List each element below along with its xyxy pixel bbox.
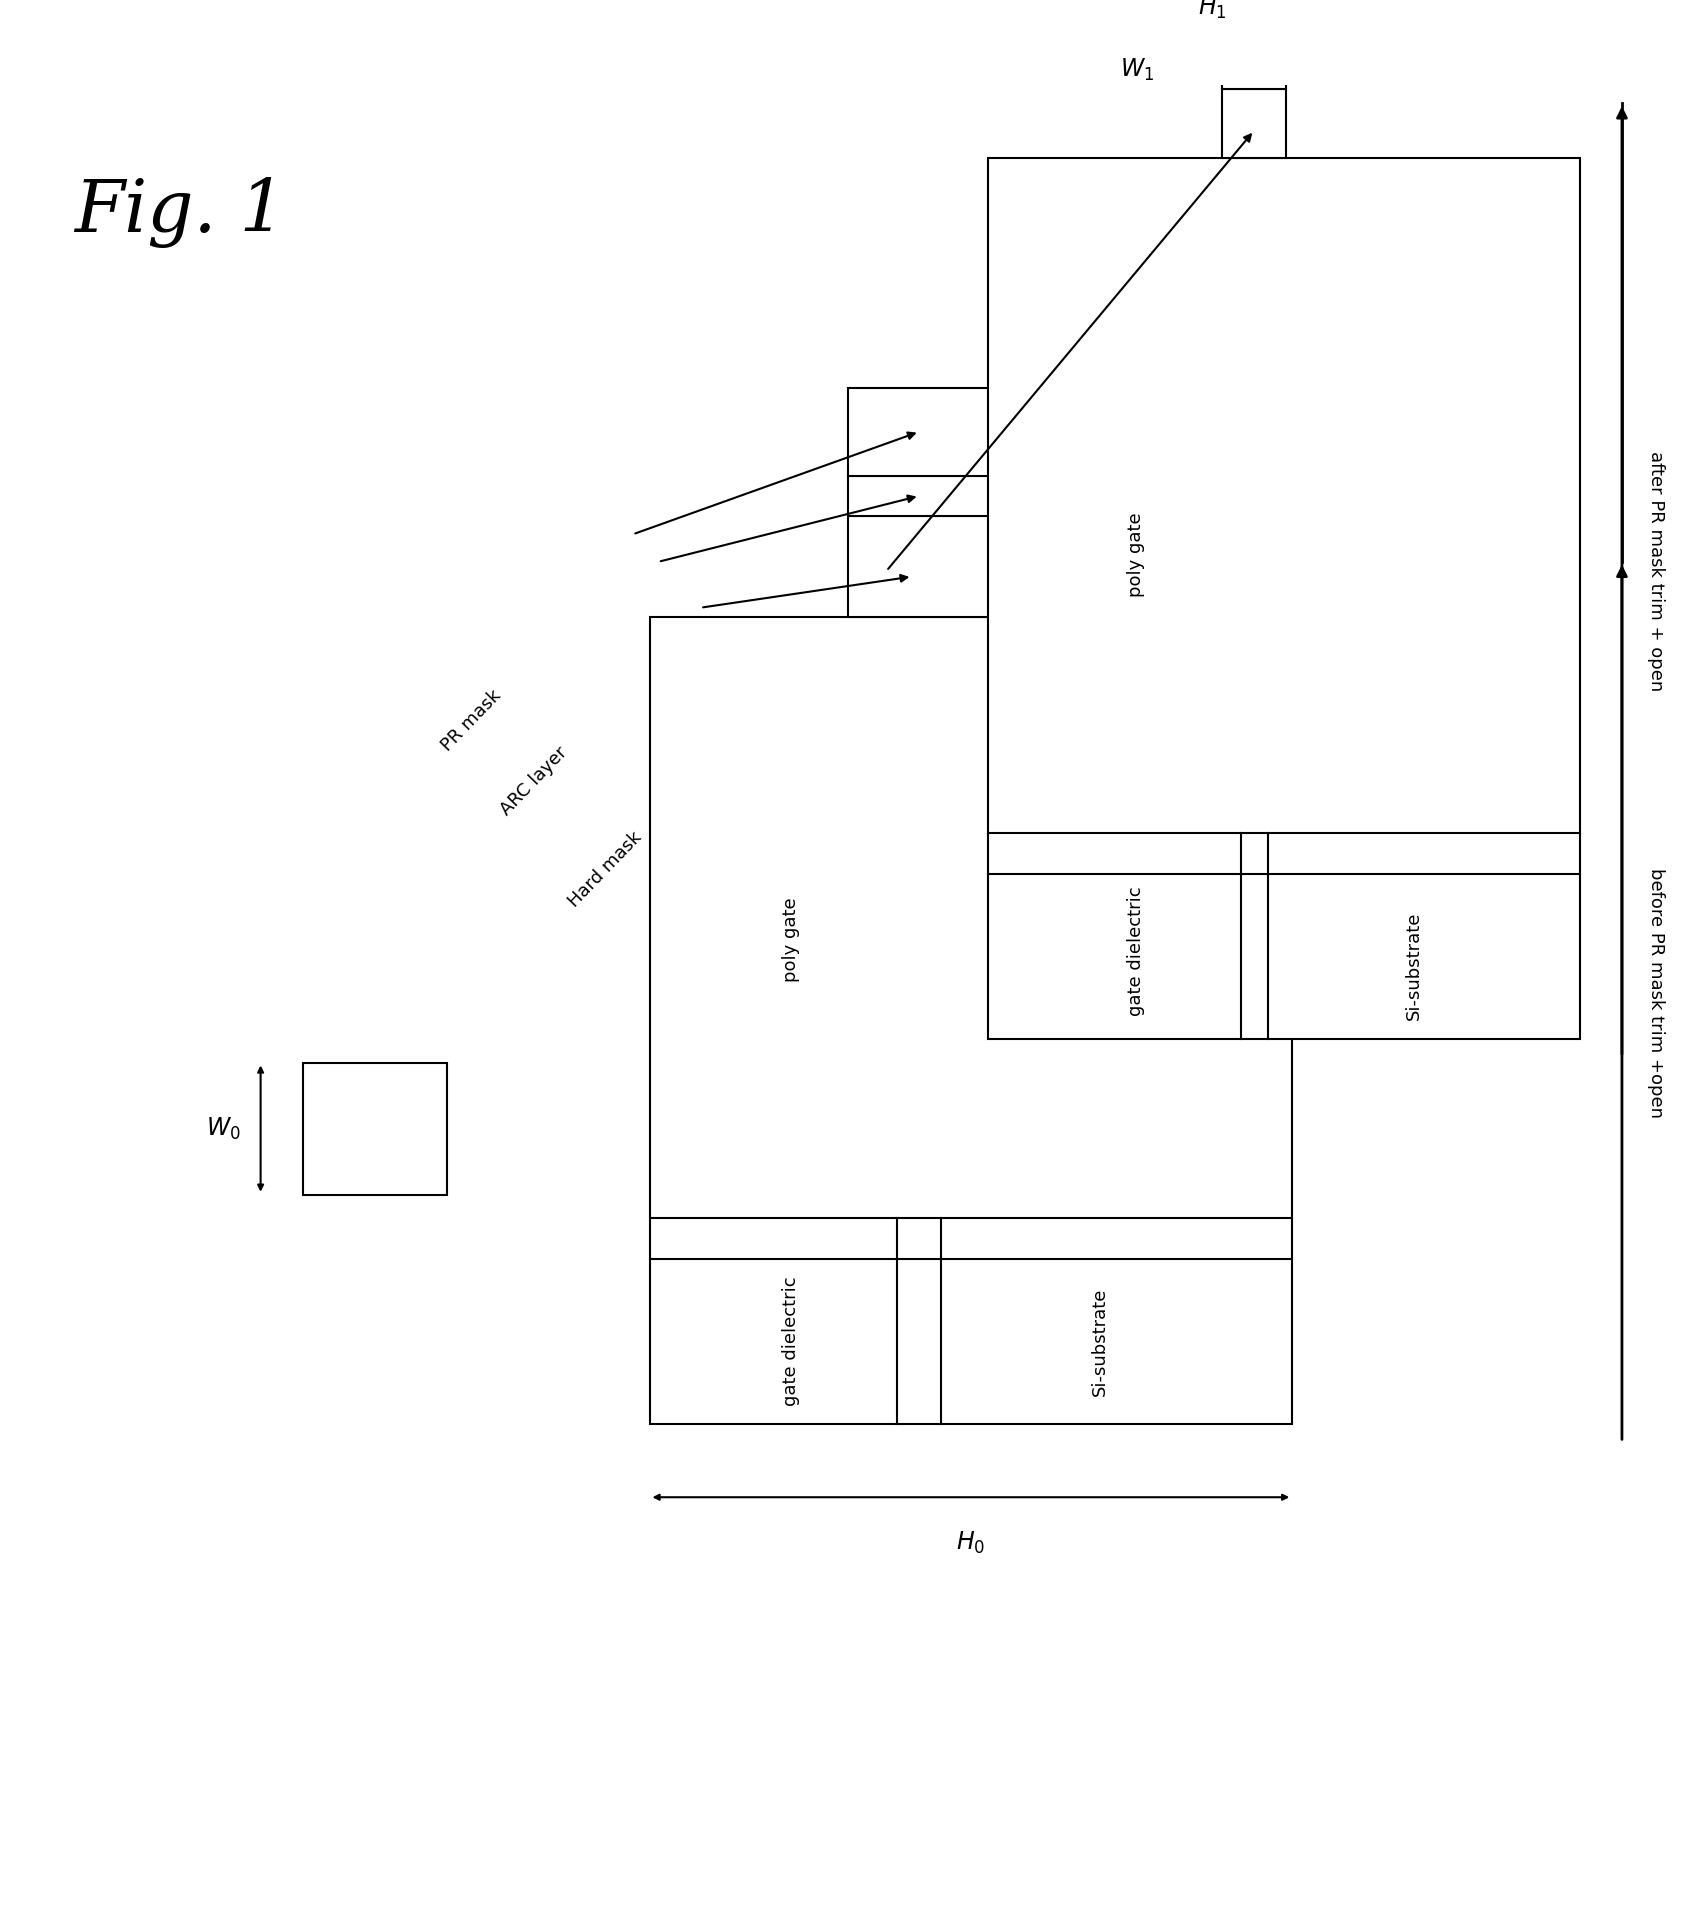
Text: $W_1$: $W_1$	[1120, 58, 1154, 83]
Bar	[847, 516, 991, 616]
Bar	[847, 476, 991, 516]
Text: $H_0$: $H_0$	[957, 1531, 985, 1556]
Text: Fig. 1: Fig. 1	[75, 177, 286, 248]
Text: Si-substrate: Si-substrate	[1405, 911, 1424, 1019]
Bar	[1222, 89, 1286, 158]
Text: before PR mask trim +open: before PR mask trim +open	[1647, 869, 1666, 1117]
Text: poly gate: poly gate	[783, 898, 800, 982]
Text: ARC layer: ARC layer	[498, 743, 571, 819]
Bar	[1222, 60, 1286, 89]
Text: Hard mask: Hard mask	[564, 828, 646, 911]
Text: after PR mask trim + open: after PR mask trim + open	[1647, 451, 1666, 691]
Text: gate dielectric: gate dielectric	[783, 1277, 800, 1406]
Bar	[1222, 0, 1286, 60]
Text: $H_1$: $H_1$	[1199, 0, 1228, 21]
Text: PR mask: PR mask	[438, 686, 505, 755]
Bar	[847, 387, 991, 476]
Text: $W_0$: $W_0$	[206, 1115, 240, 1142]
Text: Si-substrate: Si-substrate	[1091, 1287, 1108, 1396]
Bar	[650, 616, 1292, 1423]
Text: gate dielectric: gate dielectric	[1127, 886, 1144, 1015]
Bar	[303, 1063, 447, 1194]
Bar	[987, 158, 1579, 1038]
Text: poly gate: poly gate	[1127, 512, 1144, 597]
